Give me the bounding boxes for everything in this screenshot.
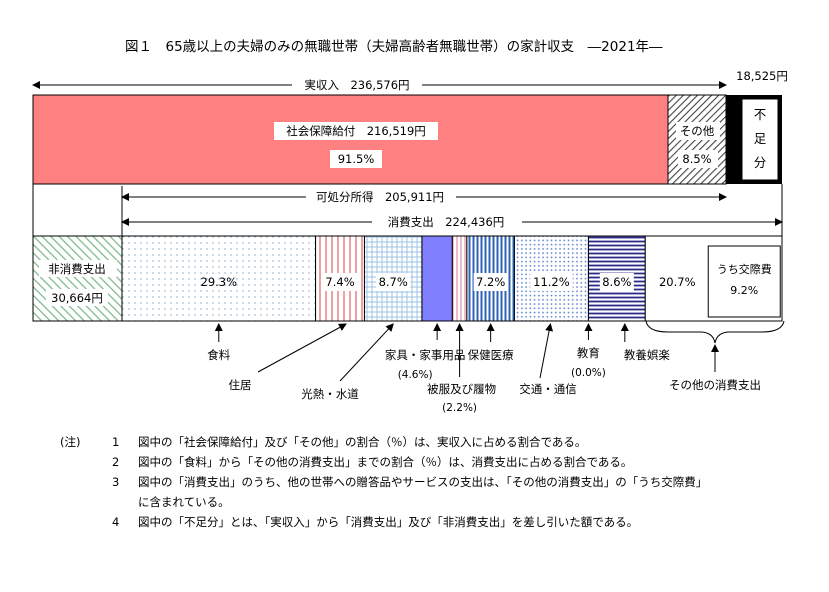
social-security-percent-bg: [330, 150, 382, 168]
segment-percent-recreation: 8.6%: [602, 275, 631, 289]
income-total-label: 実収入 236,576円: [304, 78, 409, 92]
segment-label-bg: [530, 273, 573, 291]
deficit-label-char-2: 足: [754, 131, 767, 146]
callout-label-housing: 住居: [229, 378, 252, 392]
segment-label-bg: [323, 273, 358, 291]
deficit-label-char-3: 分: [754, 155, 767, 170]
non-consumption-amount: 30,664円: [51, 291, 103, 305]
expenditure-segment-recreation: [587, 235, 646, 322]
callout-label-furniture: 家具・家事用品: [385, 348, 466, 362]
non-consumption-amount-bg: [46, 289, 108, 306]
disposable-label-bg: [306, 189, 456, 205]
callout-label-food: 食料: [207, 348, 230, 362]
callout-arrow-utilities: [339, 323, 394, 382]
deficit-label-box: [741, 98, 779, 181]
note-number: 3: [112, 475, 120, 489]
expenditure-segment-furniture: [421, 235, 453, 322]
expenditure-labels: 29.3% 7.4% 8.7% 7.2% 11.2% 8.6% 20.7% うち交際費 9.2%: [201, 245, 781, 318]
expenditure-segment-food: [121, 235, 317, 322]
note-item: 4 図中の「不足分」とは、「実収入」から「消費支出」及び「非消費支出」を差し引い…: [60, 512, 820, 532]
other-income-label-bg: [676, 122, 720, 140]
callout-label-clothing: 被服及び履物: [427, 382, 496, 396]
note-text: 図中の「消費支出」のうち、他の世帯への贈答品やサービスの支出は、「その他の消費支…: [138, 475, 708, 489]
notes-header: (注): [60, 435, 81, 449]
callout-arrow-housing: [257, 323, 347, 373]
notes: (注) 1 図中の「社会保障給付」及び「その他」の割合（％）は、実収入に占める割…: [60, 432, 820, 532]
disposable-label: 可処分所得 205,911円: [316, 190, 444, 204]
segment-percent-housing: 7.4%: [325, 275, 354, 289]
callout-arrow-transport: [539, 323, 554, 379]
deficit-label-char-1: 不: [754, 107, 767, 122]
callout-label-medical: 保健医療: [468, 348, 514, 362]
note-text: に含まれている。: [138, 495, 230, 509]
non-consumption-label-bg: [39, 260, 117, 277]
segment-percent-food: 29.3%: [201, 275, 238, 289]
household-budget-chart: 図１ 65歳以上の夫婦のみの無職世帯（夫婦高齢者無職世帯）の家計収支 ―2021…: [32, 38, 788, 414]
callout-label-other-consumption: その他の消費支出: [669, 378, 761, 392]
callout-percent-clothing: (2.2%): [442, 402, 477, 414]
callout-label-utilities: 光熱・水道: [301, 387, 359, 401]
non-consumption-label: 非消費支出: [48, 262, 106, 276]
other-income-percent-bg: [678, 150, 718, 168]
income-label-bg: [292, 77, 422, 93]
segment-percent-transport: 11.2%: [533, 275, 570, 289]
segment-percent-medical: 7.2%: [476, 275, 505, 289]
consumption-label-bg: [372, 214, 522, 230]
note-text: 図中の「不足分」とは、「実収入」から「消費支出」及び「非消費支出」を差し引いた額…: [138, 515, 639, 529]
note-item: (注) 1 図中の「社会保障給付」及び「その他」の割合（％）は、実収入に占める割…: [60, 432, 820, 452]
consumption-label: 消費支出 224,436円: [388, 215, 505, 229]
note-text: 図中の「食料」から「その他の消費支出」までの割合（％）は、消費支出に占める割合で…: [138, 455, 633, 469]
note-number: 2: [112, 455, 120, 469]
social-security-label: 社会保障給付 216,519円: [286, 124, 426, 138]
expenditure-segment-clothing: [451, 235, 468, 322]
social-security-label-bg: [274, 122, 438, 140]
other-income-percent: 8.5%: [682, 152, 711, 166]
note-text: 図中の「社会保障給付」及び「その他」の割合（％）は、実収入に占める割合である。: [138, 435, 587, 449]
social-security-percent: 91.5%: [338, 152, 375, 166]
segment-label-bg: [599, 273, 634, 291]
callout-label-recreation: 教養娯楽: [624, 348, 670, 362]
callout-percent-education: (0.0%): [571, 367, 606, 379]
other-consumption-brace: [645, 320, 785, 344]
callout-label-transport: 交通・通信: [519, 382, 577, 396]
entertainment-sub-percent: 9.2%: [730, 284, 758, 297]
callout-label-education: 教育: [577, 346, 600, 360]
callout-percent-furniture: (4.6%): [398, 369, 433, 381]
note-item-continuation: に含まれている。: [60, 492, 820, 512]
chart-title: 図１ 65歳以上の夫婦のみの無職世帯（夫婦高齢者無職世帯）の家計収支 ―2021…: [125, 38, 663, 55]
entertainment-sub-box: [707, 245, 781, 318]
note-number: 4: [112, 515, 120, 529]
note-item: 2 図中の「食料」から「その他の消費支出」までの割合（％）は、消費支出に占める割…: [60, 452, 820, 472]
segment-label-bg: [473, 273, 508, 291]
deficit-amount-label: 18,525円: [736, 69, 788, 83]
entertainment-sub-label: うち交際費: [717, 262, 772, 276]
note-number: 1: [112, 435, 120, 449]
segment-label-bg: [376, 273, 411, 291]
other-income-label: その他: [680, 124, 715, 138]
segment-percent-other-consumption: 20.7%: [659, 275, 696, 289]
note-item: 3 図中の「消費支出」のうち、他の世帯への贈答品やサービスの支出は、「その他の消…: [60, 472, 820, 492]
segment-percent-utilities: 8.7%: [379, 275, 408, 289]
non-consumption-segment: [32, 235, 123, 322]
